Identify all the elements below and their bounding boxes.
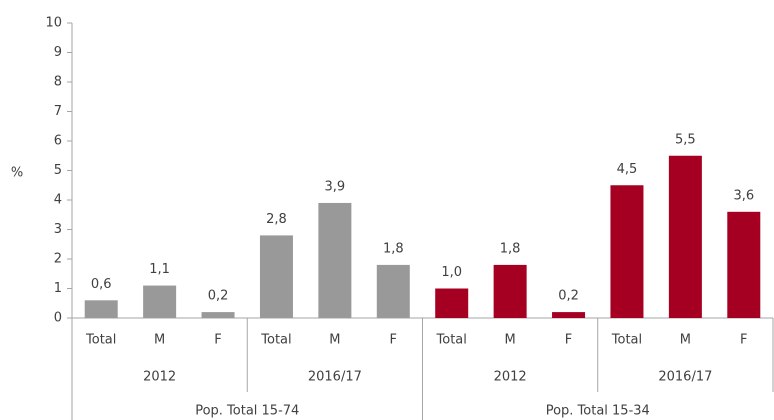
bar xyxy=(668,155,702,318)
value-label: 1,1 xyxy=(149,262,170,277)
y-tick-label: 0 xyxy=(54,311,62,326)
y-tick-label: 10 xyxy=(45,16,62,31)
value-label: 0,2 xyxy=(558,289,579,304)
y-tick-label: 2 xyxy=(54,252,62,267)
period-label: 2012 xyxy=(143,370,176,385)
x-tick-label: F xyxy=(740,333,747,348)
value-label: 2,8 xyxy=(266,212,287,227)
value-label: 1,0 xyxy=(441,265,462,280)
y-tick-label: 6 xyxy=(54,134,62,149)
x-tick-label: Total xyxy=(436,333,467,348)
period-label: 2016/17 xyxy=(308,370,362,385)
x-tick-label: Total xyxy=(260,333,291,348)
value-label: 1,8 xyxy=(383,241,404,256)
x-tick-label: Total xyxy=(611,333,642,348)
y-tick-label: 7 xyxy=(54,104,62,119)
y-tick-label: 8 xyxy=(54,75,62,90)
x-tick-label: M xyxy=(680,333,691,348)
y-tick-label: 4 xyxy=(54,193,62,208)
x-tick-label: F xyxy=(565,333,572,348)
value-label: 5,5 xyxy=(675,132,696,147)
series-label: Pop. Total 15-34 xyxy=(546,404,650,419)
bar xyxy=(201,312,235,318)
y-tick-label: 9 xyxy=(54,45,62,60)
value-label: 3,6 xyxy=(733,188,754,203)
bar xyxy=(610,185,644,318)
bar xyxy=(259,235,293,318)
x-tick-label: M xyxy=(329,333,340,348)
bar xyxy=(376,264,410,318)
x-tick-label: F xyxy=(214,333,221,348)
bar xyxy=(435,288,469,318)
value-label: 0,6 xyxy=(91,277,112,292)
value-label: 1,8 xyxy=(500,241,521,256)
period-label: 2016/17 xyxy=(658,370,712,385)
bar xyxy=(318,202,352,318)
bar xyxy=(552,312,586,318)
bar xyxy=(143,285,177,318)
y-tick-label: 3 xyxy=(54,222,62,237)
y-tick-label: 1 xyxy=(54,281,62,296)
period-label: 2012 xyxy=(494,370,527,385)
y-axis-label: % xyxy=(11,166,23,181)
x-tick-label: Total xyxy=(85,333,116,348)
value-label: 3,9 xyxy=(325,179,346,194)
x-tick-label: F xyxy=(390,333,397,348)
bar xyxy=(84,300,118,318)
bar xyxy=(727,211,761,318)
bar xyxy=(493,264,527,318)
value-label: 0,2 xyxy=(208,289,229,304)
x-tick-label: M xyxy=(505,333,516,348)
x-tick-label: M xyxy=(154,333,165,348)
value-label: 4,5 xyxy=(617,162,638,177)
series-label: Pop. Total 15-74 xyxy=(195,404,299,419)
y-tick-label: 5 xyxy=(54,163,62,178)
